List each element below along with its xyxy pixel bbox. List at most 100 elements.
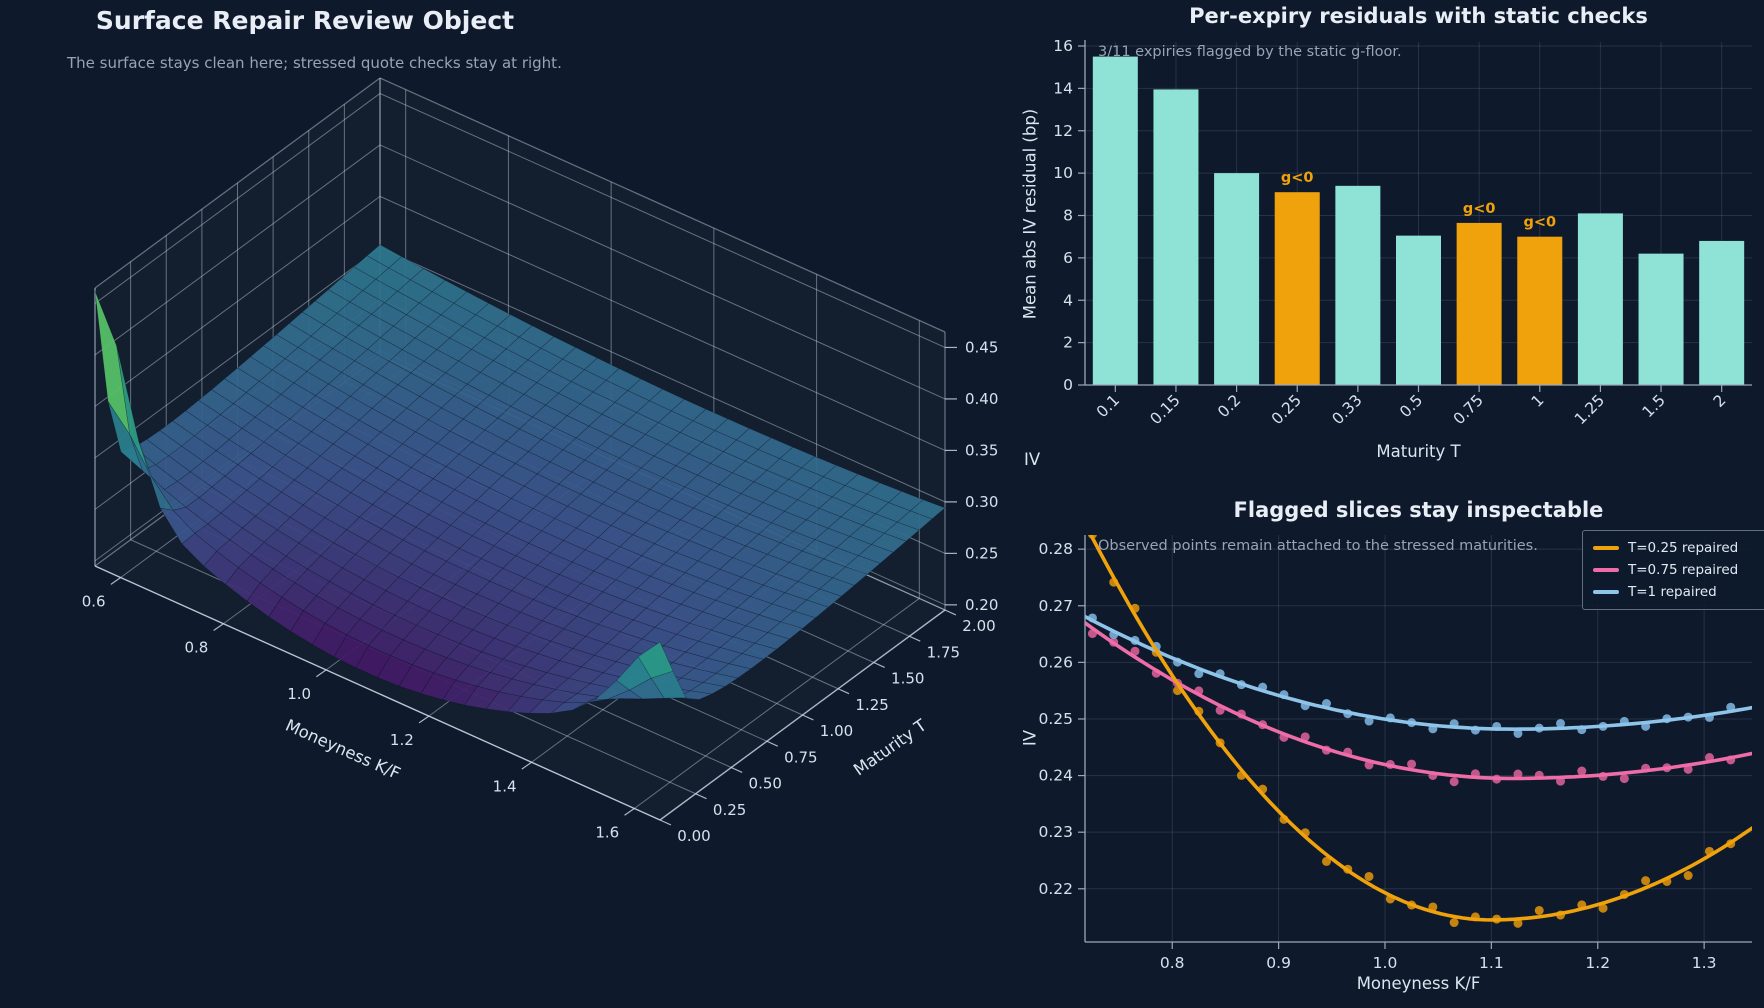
scatter-series bbox=[1087, 613, 1736, 738]
bar bbox=[1699, 240, 1745, 385]
svg-text:10: 10 bbox=[1053, 164, 1073, 182]
svg-text:1: 1 bbox=[1528, 391, 1548, 411]
svg-text:1.5: 1.5 bbox=[1639, 391, 1669, 421]
svg-text:0.35: 0.35 bbox=[965, 441, 998, 459]
legend-item: T=1 repaired bbox=[1593, 581, 1764, 603]
bar-axes bbox=[1084, 40, 1752, 386]
svg-text:1.25: 1.25 bbox=[1571, 391, 1608, 428]
svg-text:0.6: 0.6 bbox=[82, 593, 106, 611]
slice-chart-y-axis-label: IV bbox=[1020, 729, 1040, 747]
legend-swatch-t025 bbox=[1593, 546, 1619, 550]
legend-item: T=0.25 repaired bbox=[1593, 537, 1764, 559]
bar-grid bbox=[1085, 42, 1752, 385]
svg-text:1.75: 1.75 bbox=[927, 643, 960, 661]
svg-text:16: 16 bbox=[1053, 37, 1073, 55]
surface-axes bbox=[94, 565, 946, 821]
svg-text:0.5: 0.5 bbox=[1396, 391, 1426, 421]
svg-text:1.1: 1.1 bbox=[1479, 954, 1504, 972]
svg-text:6: 6 bbox=[1063, 249, 1073, 267]
legend-swatch-t075 bbox=[1593, 568, 1619, 572]
surface-mesh bbox=[94, 244, 946, 714]
svg-text:0.25: 0.25 bbox=[1038, 710, 1073, 728]
svg-text:0.00: 0.00 bbox=[677, 827, 710, 845]
svg-text:0.8: 0.8 bbox=[1160, 954, 1185, 972]
svg-text:1.0: 1.0 bbox=[1373, 954, 1398, 972]
svg-text:0.50: 0.50 bbox=[749, 775, 782, 793]
surface-panes bbox=[95, 78, 945, 820]
legend-label-t1: T=1 repaired bbox=[1628, 584, 1717, 600]
svg-text:2.00: 2.00 bbox=[962, 617, 995, 635]
svg-text:0.27: 0.27 bbox=[1038, 597, 1073, 615]
svg-text:1.50: 1.50 bbox=[891, 670, 924, 688]
legend-label-t025: T=0.25 repaired bbox=[1628, 540, 1739, 556]
svg-text:g<0: g<0 bbox=[1281, 170, 1314, 186]
svg-text:1.0: 1.0 bbox=[287, 685, 311, 703]
svg-text:0.22: 0.22 bbox=[1038, 880, 1073, 898]
svg-text:0.25: 0.25 bbox=[713, 801, 746, 819]
flagged-bar bbox=[1274, 192, 1320, 385]
svg-text:0.28: 0.28 bbox=[1038, 540, 1073, 558]
svg-text:0.8: 0.8 bbox=[184, 639, 208, 657]
bars: g<0 g<0 g<0 bbox=[1092, 56, 1745, 385]
svg-text:2: 2 bbox=[1710, 391, 1730, 411]
svg-text:2: 2 bbox=[1063, 334, 1073, 352]
bar-tick-labels: 0 2 4 6 8 10 12 14 16 0.1 0.15 0.2 0.25 0.33 0.5 0.75 1 1… bbox=[1053, 37, 1729, 428]
svg-text:0.25: 0.25 bbox=[1268, 391, 1305, 428]
bar bbox=[1335, 185, 1381, 385]
svg-text:0.75: 0.75 bbox=[1450, 391, 1487, 428]
svg-text:0.24: 0.24 bbox=[1038, 767, 1073, 785]
bar-chart-annotation: 3/11 expiries flagged by the static g-fl… bbox=[1098, 44, 1402, 60]
bar-chart-title: Per-expiry residuals with static checks bbox=[1189, 4, 1648, 28]
slice-chart-x-axis-label: Moneyness K/F bbox=[1356, 974, 1481, 993]
svg-text:0.25: 0.25 bbox=[965, 544, 998, 562]
bar bbox=[1153, 89, 1199, 385]
svg-text:0.45: 0.45 bbox=[965, 338, 998, 356]
bar bbox=[1092, 56, 1138, 385]
legend-label-t075: T=0.75 repaired bbox=[1628, 562, 1739, 578]
surface-plot-subtitle: The surface stays clean here; stressed q… bbox=[67, 54, 562, 72]
surface-z-axis-label: IV bbox=[1024, 450, 1041, 469]
bar bbox=[1638, 253, 1684, 385]
svg-text:1.00: 1.00 bbox=[820, 722, 853, 740]
svg-text:1.2: 1.2 bbox=[390, 731, 414, 749]
svg-text:12: 12 bbox=[1053, 122, 1073, 140]
surface-grid bbox=[94, 77, 946, 821]
svg-text:0.30: 0.30 bbox=[965, 493, 998, 511]
svg-text:0.20: 0.20 bbox=[965, 596, 998, 614]
svg-text:0: 0 bbox=[1063, 376, 1073, 394]
svg-text:8: 8 bbox=[1063, 207, 1073, 225]
bar-chart-x-axis-label: Maturity T bbox=[1376, 442, 1461, 461]
svg-text:0.33: 0.33 bbox=[1329, 391, 1366, 428]
curve-T-1-repaired bbox=[1085, 614, 1752, 732]
surface-x-axis-label: Moneyness K/F bbox=[282, 715, 404, 784]
legend-swatch-t1 bbox=[1593, 590, 1619, 594]
flagged-bar bbox=[1517, 236, 1563, 385]
svg-text:0.40: 0.40 bbox=[965, 390, 998, 408]
svg-text:g<0: g<0 bbox=[1523, 215, 1556, 231]
svg-text:1.25: 1.25 bbox=[855, 696, 888, 714]
slice-chart-legend: T=0.25 repaired T=0.75 repaired T=1 repa… bbox=[1582, 530, 1764, 610]
scatter-series bbox=[1087, 629, 1736, 787]
bar-chart-y-axis-label: Mean abs IV residual (bp) bbox=[1020, 108, 1040, 320]
bar bbox=[1214, 173, 1260, 385]
svg-text:0.1: 0.1 bbox=[1093, 391, 1123, 421]
surface-plot-title: Surface Repair Review Object bbox=[95, 6, 515, 35]
bar bbox=[1396, 235, 1441, 385]
svg-text:0.15: 0.15 bbox=[1147, 391, 1184, 428]
svg-text:g<0: g<0 bbox=[1463, 201, 1496, 217]
svg-text:14: 14 bbox=[1053, 79, 1073, 97]
svg-text:1.4: 1.4 bbox=[493, 777, 517, 795]
flagged-bar bbox=[1456, 222, 1502, 385]
slice-chart-title: Flagged slices stay inspectable bbox=[1233, 498, 1604, 522]
svg-text:0.26: 0.26 bbox=[1038, 653, 1073, 671]
curve-T-0.75-repaired bbox=[1085, 621, 1752, 781]
bar bbox=[1577, 213, 1623, 385]
legend-item: T=0.75 repaired bbox=[1593, 559, 1764, 581]
svg-text:0.9: 0.9 bbox=[1266, 954, 1291, 972]
svg-text:1.2: 1.2 bbox=[1585, 954, 1610, 972]
svg-text:1.3: 1.3 bbox=[1692, 954, 1717, 972]
svg-text:0.23: 0.23 bbox=[1038, 823, 1073, 841]
svg-text:0.75: 0.75 bbox=[784, 748, 817, 766]
surface-y-axis-label: Maturity T bbox=[850, 715, 930, 780]
